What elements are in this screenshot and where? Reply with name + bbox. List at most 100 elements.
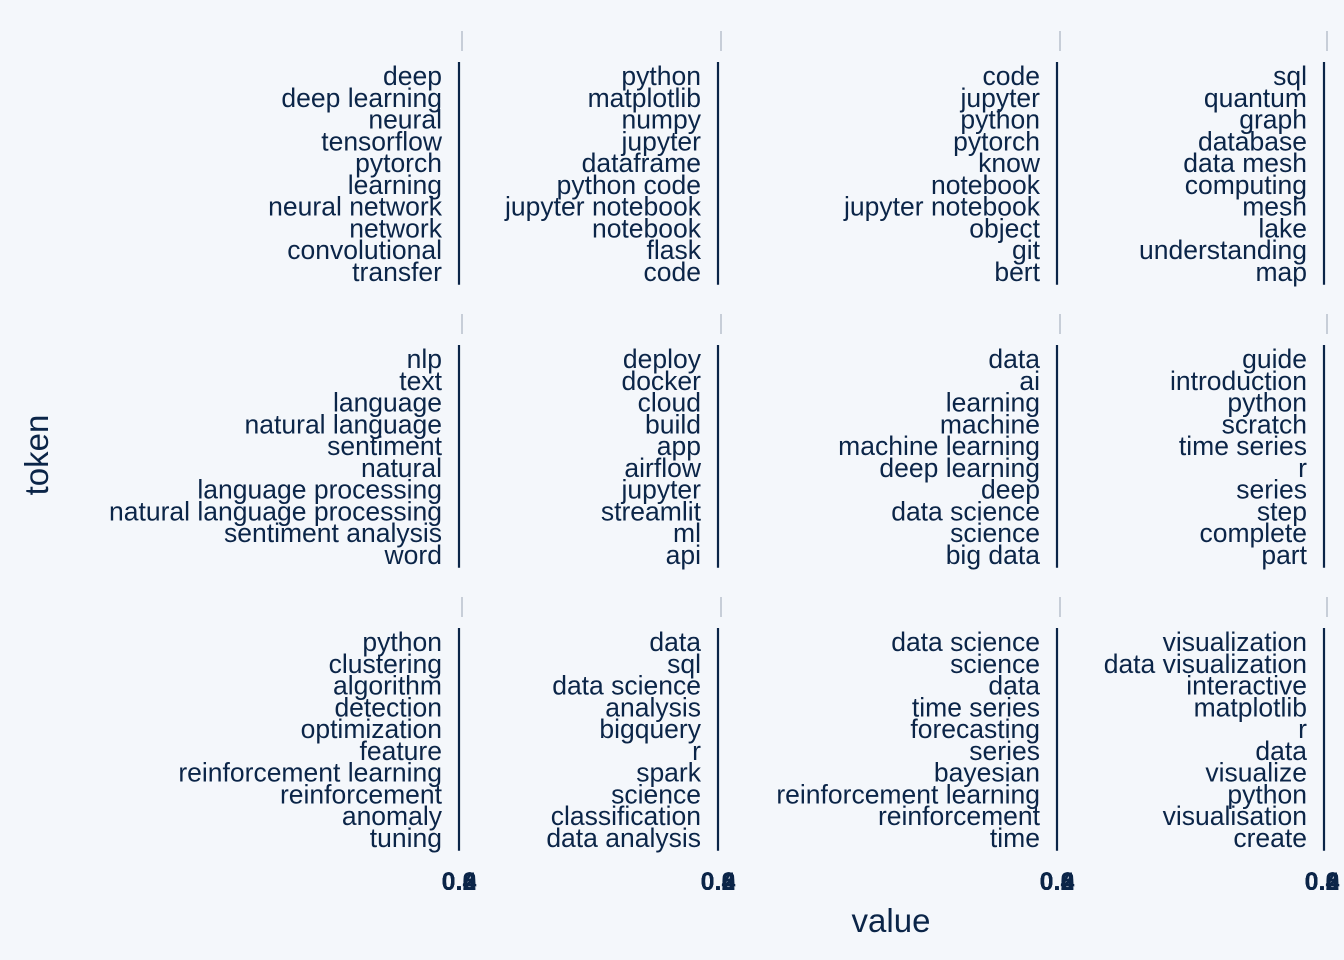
token-label: lake bbox=[1258, 213, 1307, 243]
token-label: machine bbox=[940, 409, 1040, 439]
token-label: data science bbox=[891, 627, 1040, 657]
token-label: data bbox=[988, 671, 1040, 701]
token-label: deep bbox=[383, 61, 442, 91]
token-label: data analysis bbox=[546, 823, 701, 853]
token-label: complete bbox=[1199, 518, 1307, 548]
token-label: science bbox=[950, 518, 1040, 548]
token-label: ai bbox=[1019, 366, 1040, 396]
token-label: reinforcement bbox=[280, 779, 443, 809]
token-label: natural language bbox=[245, 409, 442, 439]
token-label: app bbox=[657, 431, 701, 461]
token-label: dataframe bbox=[582, 148, 701, 178]
token-label: step bbox=[1257, 496, 1307, 526]
token-label: spark bbox=[636, 758, 702, 788]
token-label: time bbox=[990, 823, 1040, 853]
token-label: r bbox=[1298, 714, 1307, 744]
token-label: create bbox=[1233, 823, 1307, 853]
token-label: visualisation bbox=[1163, 801, 1307, 831]
token-label: sentiment bbox=[327, 431, 443, 461]
token-label: time series bbox=[1179, 431, 1307, 461]
token-label: jupyter notebook bbox=[843, 192, 1041, 222]
facet-panel: deploydockercloudbuildappairflowjupyters… bbox=[601, 314, 722, 570]
token-label: sentiment analysis bbox=[224, 518, 442, 548]
token-label: convolutional bbox=[287, 235, 442, 265]
token-label: api bbox=[666, 540, 701, 570]
token-label: python bbox=[621, 61, 701, 91]
token-label: git bbox=[1012, 235, 1041, 265]
token-label: jupyter notebook bbox=[504, 192, 702, 222]
token-label: python bbox=[362, 627, 442, 657]
token-label: data visualization bbox=[1104, 649, 1307, 679]
y-axis-title: token bbox=[18, 415, 55, 496]
token-label: python code bbox=[557, 170, 701, 200]
token-label: data science bbox=[891, 496, 1040, 526]
token-label: deep learning bbox=[879, 453, 1040, 483]
token-label: natural language processing bbox=[109, 496, 442, 526]
token-label: learning bbox=[348, 170, 442, 200]
token-label: matplotlib bbox=[588, 83, 701, 113]
x-tick-label: 0.2 bbox=[701, 868, 736, 896]
token-label: deep learning bbox=[281, 83, 442, 113]
token-label: data bbox=[988, 344, 1040, 374]
token-label: jupyter bbox=[959, 83, 1040, 113]
token-label: numpy bbox=[621, 105, 701, 135]
token-label: r bbox=[692, 736, 701, 766]
token-label: forecasting bbox=[910, 714, 1040, 744]
token-label: introduction bbox=[1170, 366, 1307, 396]
token-label: r bbox=[1298, 453, 1307, 483]
token-label: code bbox=[644, 257, 701, 287]
x-tick-label: 0.2 bbox=[442, 868, 477, 896]
token-label: learning bbox=[946, 388, 1040, 418]
token-label: map bbox=[1255, 257, 1307, 287]
token-label: database bbox=[1198, 126, 1307, 156]
token-label: detection bbox=[334, 692, 442, 722]
token-label: bayesian bbox=[934, 758, 1040, 788]
x-tick-label: 0.0 bbox=[442, 868, 477, 896]
token-label: data science bbox=[552, 671, 701, 701]
token-label: know bbox=[978, 148, 1041, 178]
token-label: visualize bbox=[1205, 758, 1307, 788]
token-label: notebook bbox=[592, 213, 702, 243]
token-label: big data bbox=[946, 540, 1041, 570]
token-label: text bbox=[399, 366, 442, 396]
x-tick-label: 0.2 bbox=[1040, 868, 1075, 896]
facet-panel: pythonmatplotlibnumpyjupyterdataframepyt… bbox=[504, 31, 722, 287]
token-label: series bbox=[969, 736, 1040, 766]
token-label: classification bbox=[551, 801, 701, 831]
token-label: code bbox=[983, 61, 1040, 91]
token-label: python bbox=[1227, 779, 1307, 809]
token-label: tuning bbox=[370, 823, 442, 853]
x-tick-label: 0.4 bbox=[701, 868, 736, 896]
token-label: computing bbox=[1185, 170, 1307, 200]
token-label: visualization bbox=[1163, 627, 1307, 657]
token-label: time series bbox=[912, 692, 1040, 722]
token-label: reinforcement bbox=[878, 801, 1041, 831]
x-tick-label: 0.6 bbox=[1040, 868, 1075, 896]
token-label: graph bbox=[1239, 105, 1307, 135]
token-label: series bbox=[1236, 475, 1307, 505]
token-label: object bbox=[969, 213, 1040, 243]
token-label: understanding bbox=[1139, 235, 1307, 265]
token-label: cloud bbox=[638, 388, 701, 418]
token-label: nlp bbox=[407, 344, 442, 374]
token-label: docker bbox=[621, 366, 701, 396]
token-label: anomaly bbox=[342, 801, 443, 831]
token-label: science bbox=[950, 649, 1040, 679]
token-label: quantum bbox=[1204, 83, 1307, 113]
token-label: sql bbox=[1273, 61, 1307, 91]
token-label: science bbox=[611, 779, 701, 809]
token-label: neural network bbox=[268, 192, 443, 222]
token-label: guide bbox=[1242, 344, 1307, 374]
token-label: python bbox=[1227, 388, 1307, 418]
facet-panel: pythonclusteringalgorithmdetectionoptimi… bbox=[178, 597, 463, 853]
x-tick-label: 0.4 bbox=[442, 868, 477, 896]
x-tick-label: 0.6 bbox=[1305, 868, 1340, 896]
token-label: bert bbox=[994, 257, 1040, 287]
x-tick-label: 0.0 bbox=[701, 868, 736, 896]
